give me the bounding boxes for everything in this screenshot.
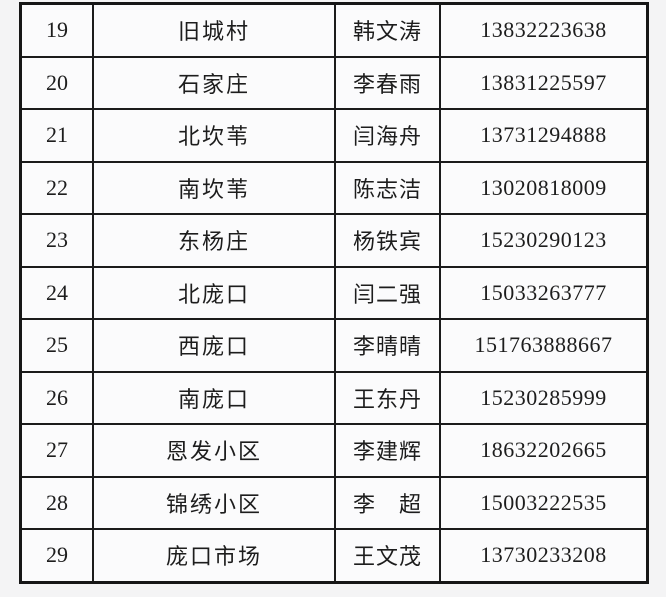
location-cell: 旧城村 [92, 2, 336, 58]
phone-cell: 13731294888 [439, 108, 649, 163]
phone-cell: 13730233208 [439, 528, 649, 583]
location-cell: 锦绣小区 [92, 475, 336, 530]
table-row: 29 庞口市场 王文茂 13730233208 [19, 528, 649, 583]
row-number-cell: 26 [19, 370, 94, 425]
table-row: 22 南坎苇 陈志洁 13020818009 [19, 160, 649, 215]
phone-cell: 18632202665 [439, 423, 649, 478]
phone-cell: 13832223638 [439, 2, 649, 58]
location-cell: 西庞口 [92, 318, 336, 373]
phone-cell: 15230285999 [439, 370, 649, 425]
table-row: 26 南庞口 王东丹 15230285999 [19, 370, 649, 425]
row-number-cell: 27 [19, 423, 94, 478]
contact-name-cell: 杨铁宾 [334, 213, 441, 268]
phone-cell: 15033263777 [439, 265, 649, 320]
location-cell: 石家庄 [92, 55, 336, 110]
table-row: 20 石家庄 李春雨 13831225597 [19, 55, 649, 110]
contact-name-cell: 陈志洁 [334, 160, 441, 215]
contact-table: 19 旧城村 韩文涛 13832223638 20 石家庄 李春雨 13831225597 21… [19, 2, 649, 584]
row-number-cell: 23 [19, 213, 94, 268]
contact-name-cell: 韩文涛 [334, 2, 441, 58]
table-body: 19 旧城村 韩文涛 13832223638 20 石家庄 李春雨 13831225597 21… [19, 2, 649, 583]
row-number-cell: 28 [19, 475, 94, 530]
table-row: 19 旧城村 韩文涛 13832223638 [19, 2, 649, 58]
location-cell: 南庞口 [92, 370, 336, 425]
table-row: 24 北庞口 闫二强 15033263777 [19, 265, 649, 320]
location-cell: 东杨庄 [92, 213, 336, 268]
row-number-cell: 25 [19, 318, 94, 373]
row-number-cell: 22 [19, 160, 94, 215]
location-cell: 南坎苇 [92, 160, 336, 215]
row-number-cell: 29 [19, 528, 94, 583]
table-row: 27 恩发小区 李建辉 18632202665 [19, 423, 649, 478]
phone-cell: 151763888667 [439, 318, 649, 373]
table-row: 25 西庞口 李晴晴 151763888667 [19, 318, 649, 373]
location-cell: 庞口市场 [92, 528, 336, 583]
contact-name-cell: 闫海舟 [334, 108, 441, 163]
phone-cell: 13020818009 [439, 160, 649, 215]
contact-name-cell: 闫二强 [334, 265, 441, 320]
row-number-cell: 24 [19, 265, 94, 320]
location-cell: 北庞口 [92, 265, 336, 320]
table-row: 28 锦绣小区李 超 15003222535 [19, 475, 649, 530]
phone-cell: 15003222535 [439, 475, 649, 530]
location-cell: 恩发小区 [92, 423, 336, 478]
phone-cell: 15230290123 [439, 213, 649, 268]
location-cell: 北坎苇 [92, 108, 336, 163]
row-number-cell: 20 [19, 55, 94, 110]
phone-cell: 13831225597 [439, 55, 649, 110]
table-row: 23 东杨庄 杨铁宾 15230290123 [19, 213, 649, 268]
contact-name-cell: 李春雨 [334, 55, 441, 110]
row-number-cell: 21 [19, 108, 94, 163]
row-number-cell: 19 [19, 2, 94, 58]
contact-name-cell: 王东丹 [334, 370, 441, 425]
contact-name-cell: 李建辉 [334, 423, 441, 478]
contact-name-cell: 李 超 [334, 475, 441, 530]
contact-name-cell: 王文茂 [334, 528, 441, 583]
contact-name-cell: 李晴晴 [334, 318, 441, 373]
table-row: 21 北坎苇 闫海舟 13731294888 [19, 108, 649, 163]
